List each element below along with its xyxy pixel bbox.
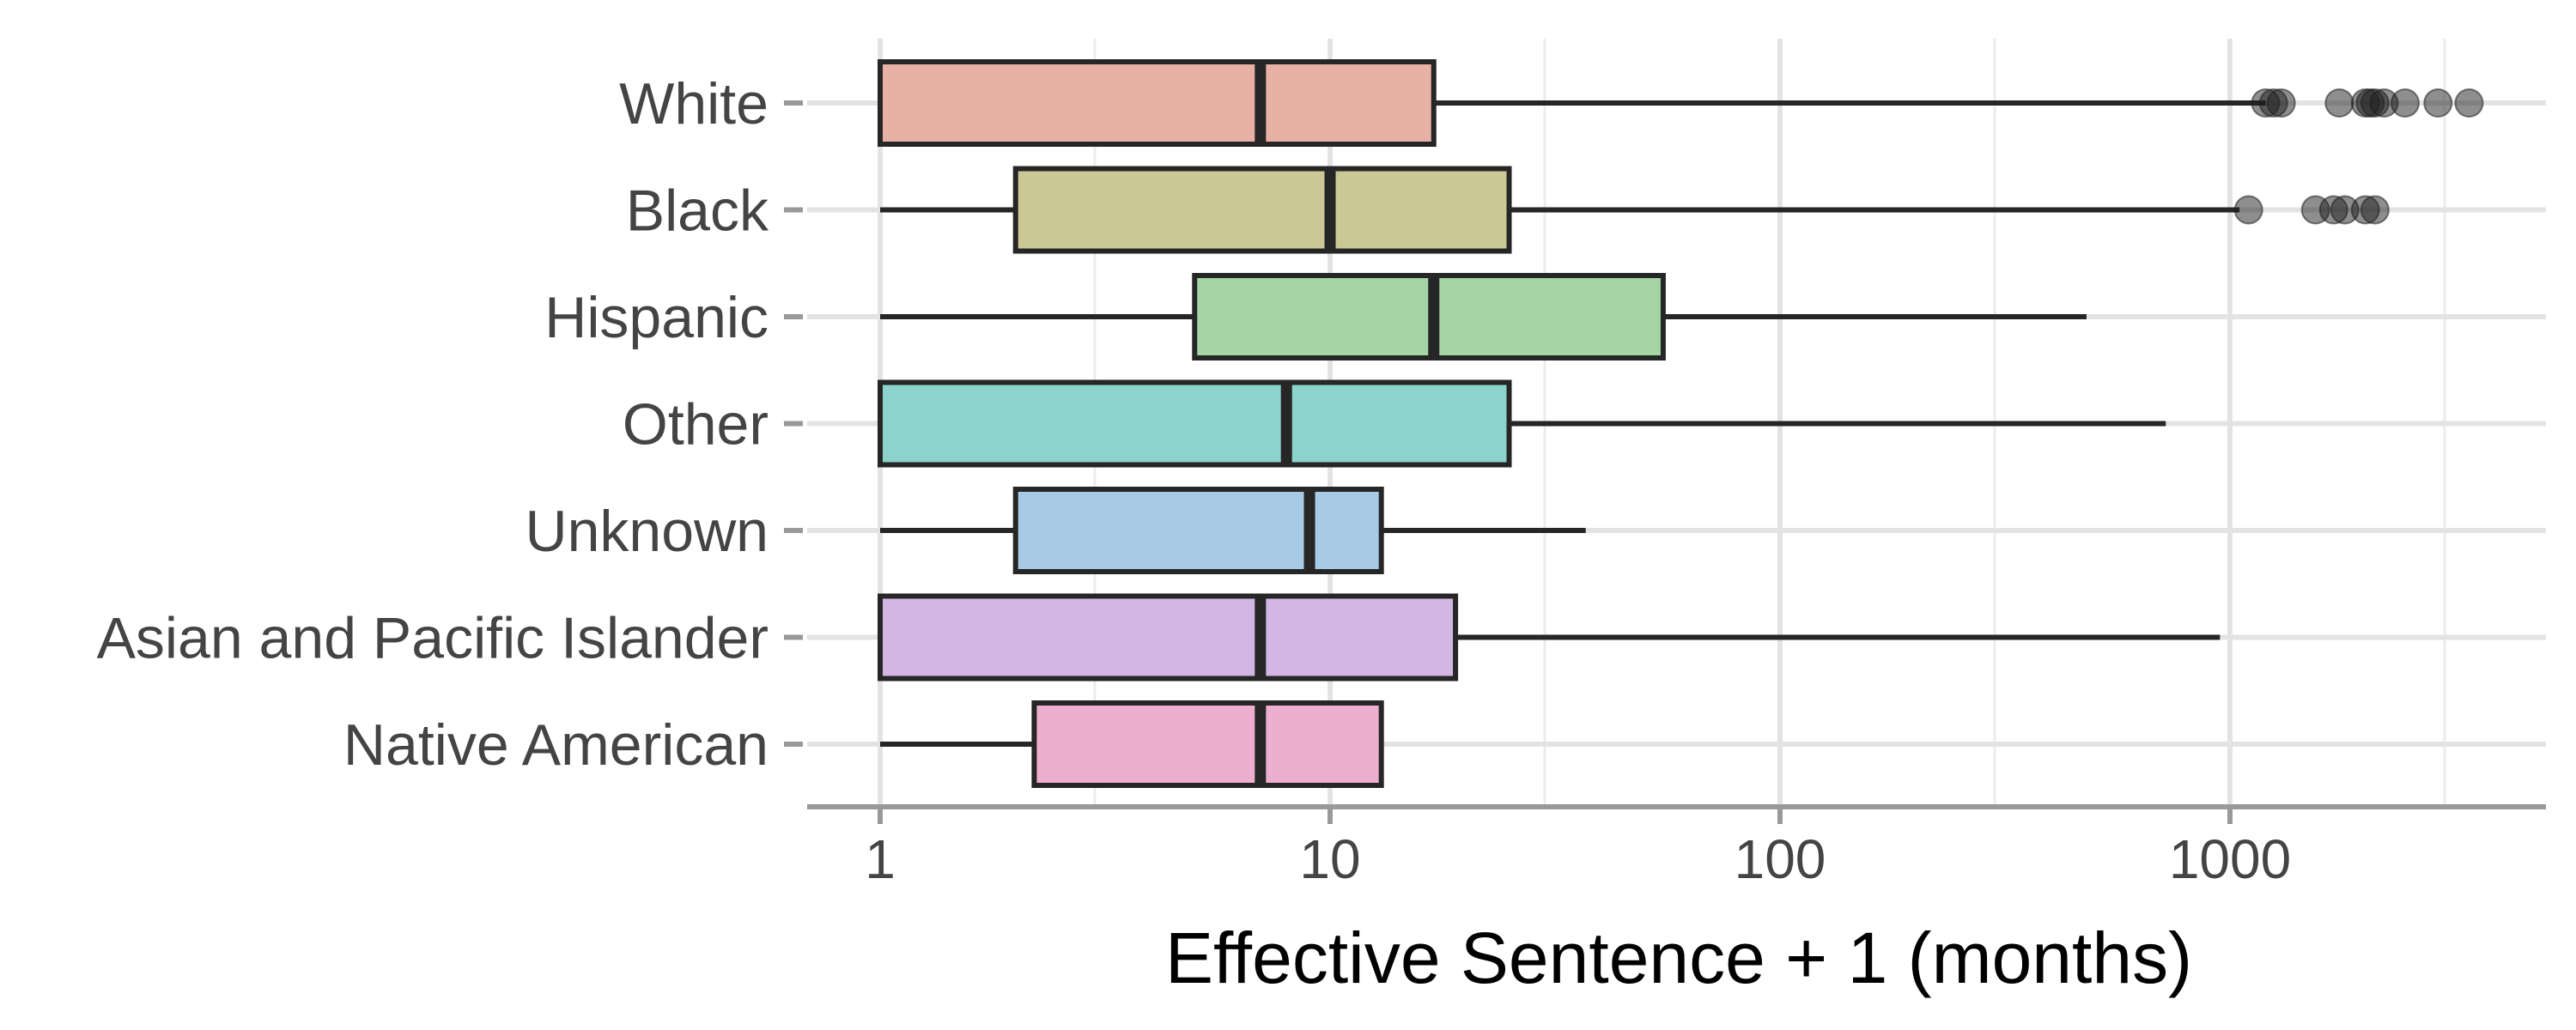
outlier-point xyxy=(2390,88,2420,118)
iqr-box xyxy=(1012,487,1384,574)
x-tick-label: 1 xyxy=(865,828,896,890)
outlier-point xyxy=(2233,195,2263,225)
box-asian-and-pacific-islander xyxy=(878,593,2221,682)
category-label: Unknown xyxy=(526,499,769,564)
outlier-point xyxy=(2266,88,2296,118)
iqr-box xyxy=(878,593,1459,682)
category-label: Other xyxy=(623,392,769,457)
category-label: Native American xyxy=(343,712,769,778)
category-labels: White Black Hispanic Other Unknown Asian and … xyxy=(97,71,803,778)
category-label: Black xyxy=(626,179,769,244)
outlier-point xyxy=(2423,88,2453,118)
category-label: Hispanic xyxy=(544,285,769,350)
x-tick-label: 10 xyxy=(1299,828,1360,890)
iqr-box xyxy=(878,379,1512,468)
category-label: Asian and Pacific Islander xyxy=(97,606,769,671)
box-black xyxy=(880,166,2390,254)
category-label: White xyxy=(619,71,769,136)
box-hispanic xyxy=(880,273,2087,360)
iqr-box xyxy=(1012,166,1512,254)
box-native-american xyxy=(880,700,1384,788)
x-axis-title: Effective Sentence + 1 (months) xyxy=(1165,918,2192,998)
box-unknown xyxy=(880,487,1586,574)
x-tick-label: 100 xyxy=(1735,828,1826,890)
boxes xyxy=(878,59,2484,788)
x-tick-label: 1000 xyxy=(2169,828,2291,890)
box-white xyxy=(878,59,2484,147)
outlier-point xyxy=(2454,88,2484,118)
outlier-point xyxy=(2360,195,2390,225)
box-other xyxy=(878,379,2166,468)
outlier-point xyxy=(2324,88,2354,118)
iqr-box xyxy=(878,59,1437,147)
x-axis: 1 10 100 1000 xyxy=(807,804,2546,890)
iqr-box xyxy=(1031,700,1384,788)
